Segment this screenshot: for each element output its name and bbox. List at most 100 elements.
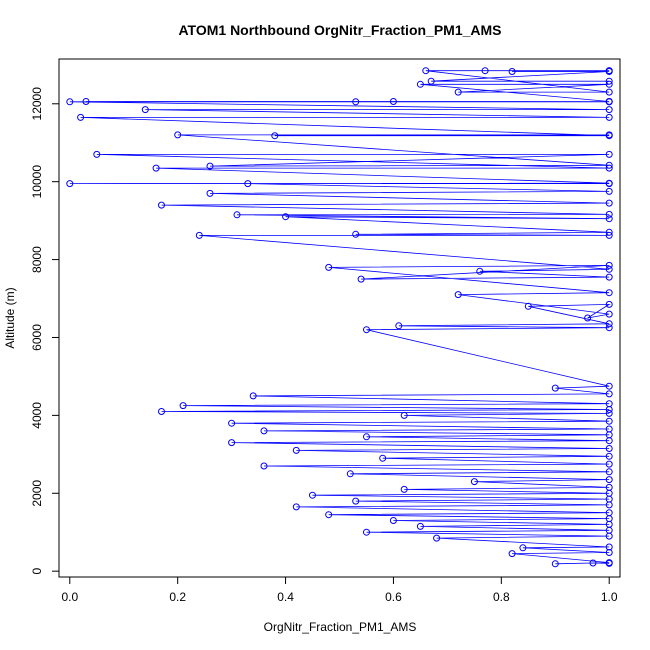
data-point [524,302,532,310]
data-point [605,231,613,239]
y-tick-label: 2000 [30,480,44,507]
data-point [584,314,592,322]
data-point [605,261,613,269]
data-point [470,478,478,486]
data-point [357,275,365,283]
data-point [605,390,613,398]
data-point [605,483,613,491]
data-point [605,400,613,408]
x-tick-label: 0.2 [169,590,186,604]
data-point [605,113,613,121]
data-point [433,534,441,542]
data-point [66,180,74,188]
data-point [363,528,370,536]
data-point [363,433,370,441]
data-point [352,98,360,106]
data-point [206,189,214,197]
data-point [352,497,360,505]
y-tick-label: 12000 [30,87,44,121]
y-tick-label: 6000 [30,324,44,351]
data-point [508,68,516,75]
data-point [416,80,424,88]
data-point [605,106,613,114]
data-point [605,425,613,433]
data-point [481,67,489,75]
data-point [93,150,101,158]
data-point [282,213,290,221]
data-point [476,267,484,275]
data-point [379,454,387,462]
data-point [233,211,241,219]
data-point [422,67,430,75]
data-point [395,322,403,330]
x-tick-label: 0.0 [61,590,78,604]
data-point [551,560,559,568]
x-axis-label: OrgNitr_Fraction_PM1_AMS [264,620,417,634]
data-point [346,470,354,478]
data-point [605,468,613,476]
data-point [228,439,236,447]
data-point [244,180,252,188]
data-point [605,409,613,417]
x-tick-label: 1.0 [601,590,618,604]
data-point [605,77,613,85]
data-point [174,131,182,139]
data-point [292,503,300,511]
data-point [389,517,397,524]
data-point [605,289,613,297]
data-point [605,559,613,567]
y-axis-label: Altitude (m) [3,287,17,348]
data-point [158,408,165,415]
data-point [271,132,279,140]
data-point [605,445,613,452]
data-point [400,411,408,419]
data-point [260,462,268,470]
data-point [605,164,613,172]
data-point [605,161,613,169]
x-axis: 0.0 0.2 0.4 0.6 0.8 1.0 [61,576,618,604]
data-point [66,98,74,106]
data-point [605,179,613,187]
data-point [179,402,187,410]
data-point [325,511,333,519]
data-point [400,485,408,493]
data-point [605,417,613,425]
data-point [605,452,613,460]
data-point [605,310,613,318]
data-point [605,265,613,273]
data-point [605,228,613,236]
data-point [416,522,424,530]
data-point [605,210,613,218]
data-point [141,106,149,114]
data-point [605,68,613,75]
y-tick-label: 10000 [30,165,44,199]
data-point [605,215,613,223]
data-point [389,98,397,105]
data-point [152,164,160,172]
data-point [260,427,268,435]
x-tick-label: 0.6 [385,590,402,604]
data-point [352,230,360,238]
plot-area [66,67,613,568]
data-point [195,231,203,239]
data-point [228,419,236,427]
y-tick-label: 4000 [30,402,44,429]
data-point [605,543,613,551]
data-point [605,300,613,308]
data-point [605,320,613,328]
data-point [605,98,613,105]
data-point [206,162,214,170]
data-point [605,273,613,281]
data-point [605,199,613,207]
x-tick-label: 0.8 [493,590,510,604]
data-point [309,491,316,499]
data-point [605,509,613,517]
y-tick-label: 0 [30,568,44,575]
data-point [249,392,257,400]
data-point [605,132,613,140]
data-point [454,88,462,96]
chart-title: ATOM1 Northbound OrgNitr_Fraction_PM1_AM… [178,22,501,38]
data-point [292,446,300,454]
